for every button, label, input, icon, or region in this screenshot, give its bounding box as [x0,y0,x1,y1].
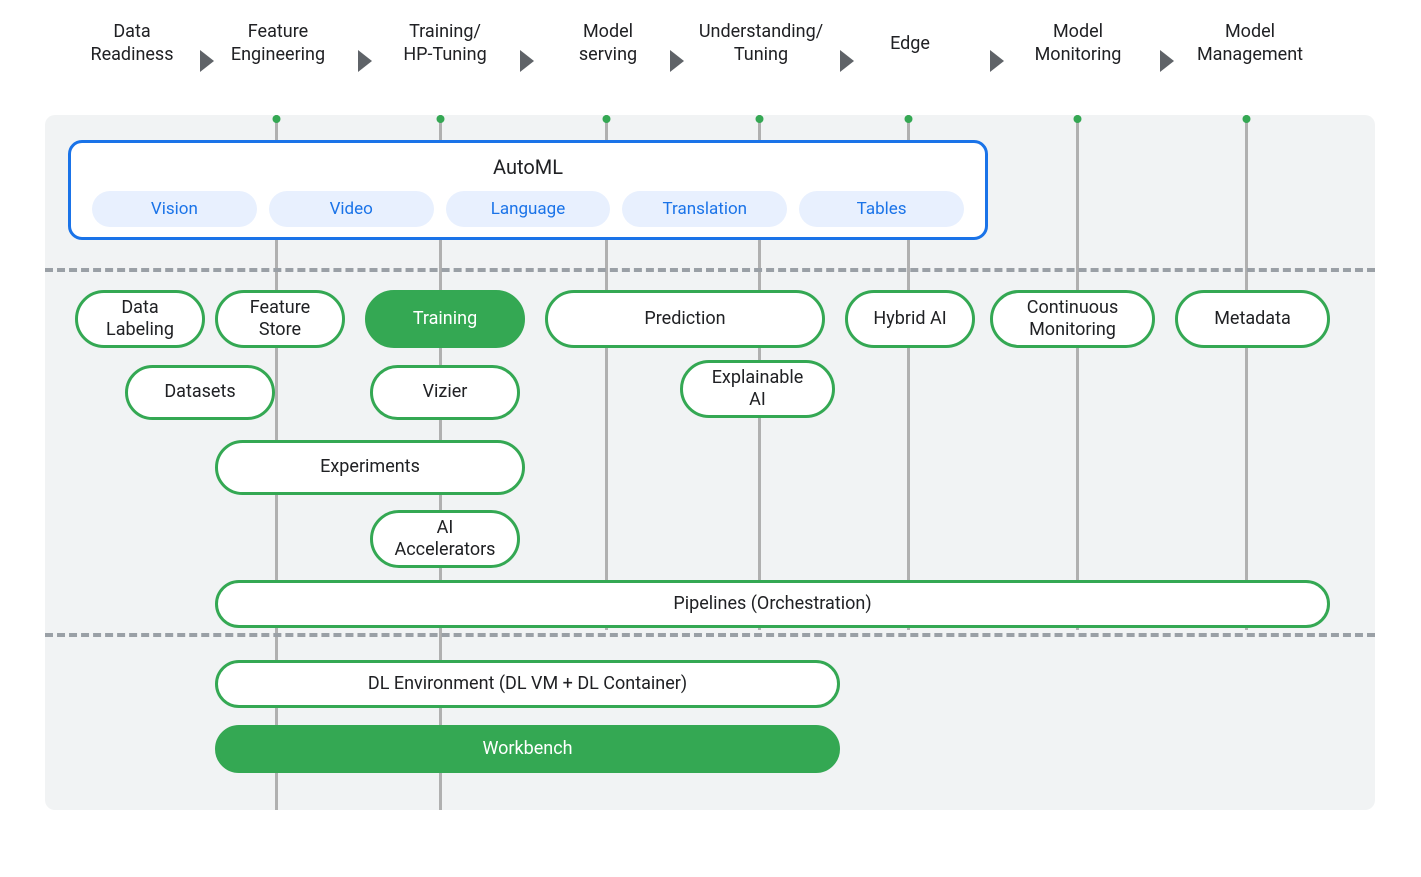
connector-dot-icon [905,115,913,123]
capability-pill: ContinuousMonitoring [990,290,1155,348]
capability-pill: Prediction [545,290,825,348]
header-stage: Understanding/Tuning [681,20,841,67]
connector-dot-icon [437,115,445,123]
automl-pill: Translation [622,191,787,227]
header-stage: FeatureEngineering [218,20,338,67]
capability-pill: Workbench [215,725,840,773]
capability-pill: Datasets [125,365,275,420]
ml-lifecycle-diagram: DataReadiness FeatureEngineering Training/… [0,0,1421,877]
header-stage: ModelManagement [1180,20,1320,67]
capability-pill: AIAccelerators [370,510,520,568]
capability-pill: DataLabeling [75,290,205,348]
connector-dot-icon [756,115,764,123]
header-stage: Edge [850,32,970,55]
automl-pill: Tables [799,191,964,227]
automl-pill: Vision [92,191,257,227]
capability-pill: Training [365,290,525,348]
capability-pill: DL Environment (DL VM + DL Container) [215,660,840,708]
chevron-right-icon [358,50,372,72]
section-divider [45,268,1375,272]
capability-pill: Metadata [1175,290,1330,348]
connector-dot-icon [603,115,611,123]
connector-dot-icon [1074,115,1082,123]
capability-pill: FeatureStore [215,290,345,348]
header-stage: ModelMonitoring [1008,20,1148,67]
chevron-right-icon [670,50,684,72]
capability-pill: ExplainableAI [680,360,835,418]
chevron-right-icon [1160,50,1174,72]
header-stage: Training/HP-Tuning [385,20,505,67]
automl-box: AutoML Vision Video Language Translation Tab… [68,140,988,240]
automl-pill: Video [269,191,434,227]
header-stage: DataReadiness [72,20,192,67]
capability-pill: Pipelines (Orchestration) [215,580,1330,628]
automl-title: AutoML [71,155,985,179]
automl-pill: Language [446,191,611,227]
vertical-connector [1076,115,1079,630]
chevron-right-icon [990,50,1004,72]
connector-dot-icon [1243,115,1251,123]
header-row: DataReadiness FeatureEngineering Training/… [0,20,1421,90]
chevron-right-icon [520,50,534,72]
section-divider [45,633,1375,637]
chevron-right-icon [840,50,854,72]
capability-pill: Vizier [370,365,520,420]
automl-pills-row: Vision Video Language Translation Tables [71,191,985,227]
connector-dot-icon [273,115,281,123]
capability-pill: Hybrid AI [845,290,975,348]
capability-pill: Experiments [215,440,525,495]
chevron-right-icon [200,50,214,72]
vertical-connector [1245,115,1248,630]
header-stage: Modelserving [548,20,668,67]
